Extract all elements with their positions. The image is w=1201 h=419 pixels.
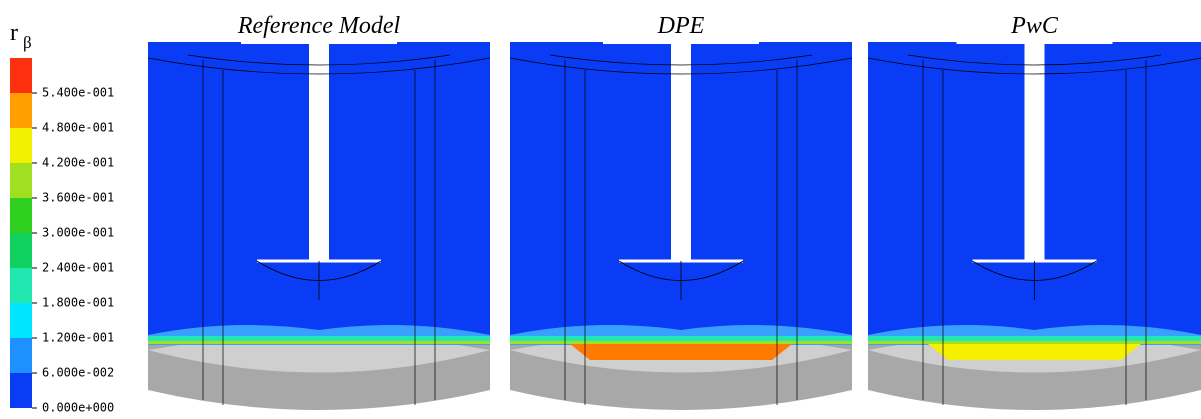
title-bg <box>603 12 759 44</box>
layer-cyan <box>868 336 1201 341</box>
colorbar-tick-label: 4.200e-001 <box>42 156 114 170</box>
colorbar-band <box>10 373 32 408</box>
colorbar-tick-label: 4.800e-001 <box>42 121 114 135</box>
colorbar-band <box>10 233 32 268</box>
shaft <box>309 42 329 260</box>
colorbar-tick-label: 1.200e-001 <box>42 331 114 345</box>
colorbar-band <box>10 303 32 338</box>
baffles <box>922 60 1147 405</box>
colorbar-label: r <box>10 20 18 46</box>
layer-green <box>510 341 852 344</box>
layer-hot <box>928 344 1141 360</box>
colorbar-band <box>10 58 32 93</box>
colorbar-band <box>10 338 32 373</box>
colorbar-tick-label: 6.000e-002 <box>42 366 114 380</box>
title-bg <box>956 12 1113 44</box>
rim <box>147 54 491 75</box>
colorbar-tick-label: 5.400e-001 <box>42 86 114 100</box>
panel-title: DPE <box>657 13 705 39</box>
colorbar-band <box>10 268 32 303</box>
panel: DPE <box>509 12 853 410</box>
panel-title: Reference Model <box>237 13 401 39</box>
layer-hot <box>570 344 792 360</box>
colorbar-tick-label: 2.400e-001 <box>42 261 114 275</box>
layer-cyan <box>148 336 490 341</box>
colorbar-band <box>10 163 32 198</box>
colorbar-tick-label: 3.600e-001 <box>42 191 114 205</box>
rim <box>509 54 853 75</box>
panel: PwC <box>867 12 1201 410</box>
rim <box>867 54 1201 75</box>
impeller-outline <box>972 260 1097 300</box>
colorbar-band <box>10 93 32 128</box>
baffles <box>564 60 798 405</box>
layer-green <box>868 341 1201 344</box>
impeller-outline <box>256 260 382 300</box>
colorbar-band <box>10 198 32 233</box>
layer-cyan <box>510 336 852 341</box>
panel-title: PwC <box>1010 13 1059 39</box>
panel: Reference Model <box>147 12 491 410</box>
layer-green <box>148 341 490 344</box>
baffles <box>202 60 436 405</box>
impeller-outline <box>618 260 744 300</box>
shaft <box>671 42 691 260</box>
colorbar-band <box>10 128 32 163</box>
shaft <box>1024 42 1045 260</box>
title-bg <box>241 12 397 44</box>
colorbar-label-sub: β <box>23 33 32 52</box>
colorbar-tick-label: 1.800e-001 <box>42 296 114 310</box>
colorbar-tick-label: 3.000e-001 <box>42 226 114 240</box>
colorbar-tick-label: 0.000e+000 <box>42 401 114 415</box>
